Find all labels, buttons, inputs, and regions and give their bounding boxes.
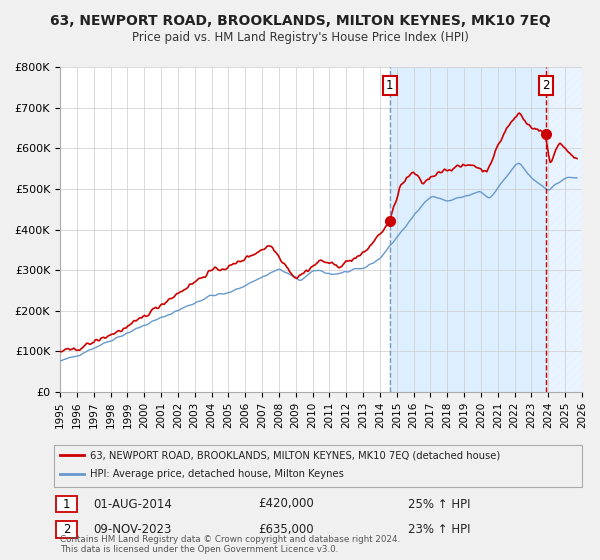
- Text: 09-NOV-2023: 09-NOV-2023: [93, 522, 172, 536]
- Bar: [390, 67, 545, 392]
- Text: 63, NEWPORT ROAD, BROOKLANDS, MILTON KEYNES, MK10 7EQ: 63, NEWPORT ROAD, BROOKLANDS, MILTON KEY…: [50, 14, 550, 28]
- Text: 25% ↑ HPI: 25% ↑ HPI: [408, 497, 470, 511]
- Text: Price paid vs. HM Land Registry's House Price Index (HPI): Price paid vs. HM Land Registry's House …: [131, 31, 469, 44]
- Text: 1: 1: [63, 497, 70, 511]
- Text: 01-AUG-2014: 01-AUG-2014: [93, 497, 172, 511]
- Text: 2: 2: [542, 79, 550, 92]
- Text: This data is licensed under the Open Government Licence v3.0.: This data is licensed under the Open Gov…: [60, 545, 338, 554]
- Text: 23% ↑ HPI: 23% ↑ HPI: [408, 522, 470, 536]
- Text: £635,000: £635,000: [258, 522, 314, 536]
- Text: 1: 1: [386, 79, 394, 92]
- Text: £420,000: £420,000: [258, 497, 314, 511]
- Text: 63, NEWPORT ROAD, BROOKLANDS, MILTON KEYNES, MK10 7EQ (detached house): 63, NEWPORT ROAD, BROOKLANDS, MILTON KEY…: [90, 450, 500, 460]
- Text: HPI: Average price, detached house, Milton Keynes: HPI: Average price, detached house, Milt…: [90, 469, 344, 479]
- Bar: [545, 67, 582, 392]
- Text: 2: 2: [63, 522, 70, 536]
- Text: Contains HM Land Registry data © Crown copyright and database right 2024.: Contains HM Land Registry data © Crown c…: [60, 535, 400, 544]
